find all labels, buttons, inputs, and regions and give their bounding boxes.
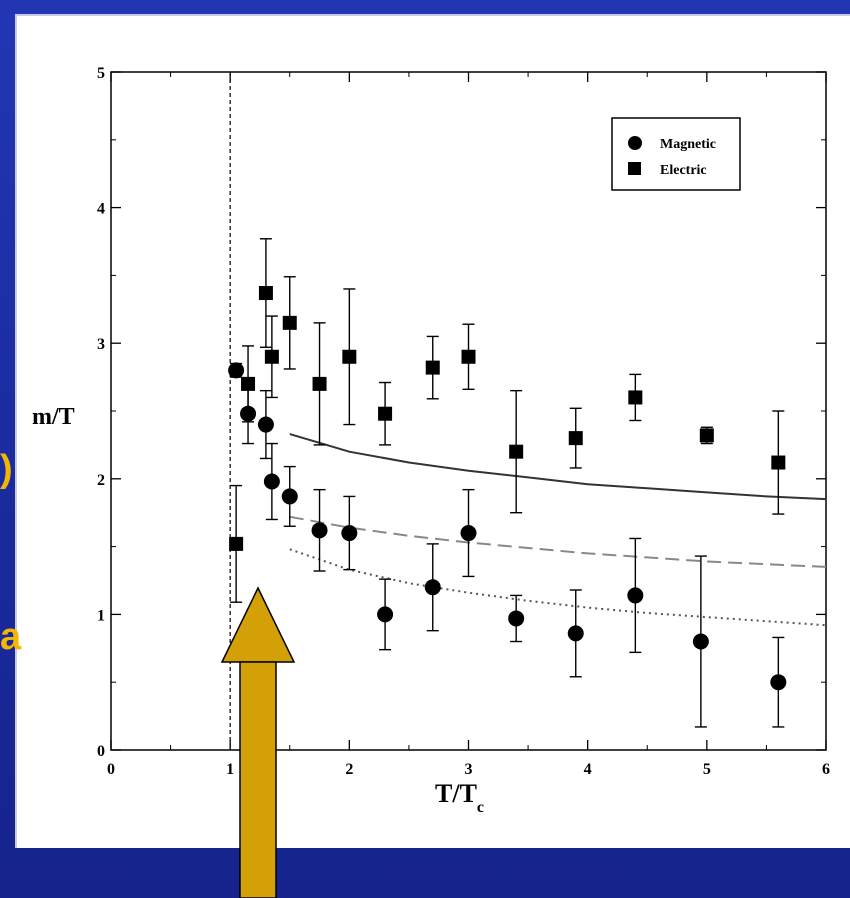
data-point-magnetic (424, 579, 441, 596)
data-point-magnetic (508, 610, 525, 627)
data-point-electric (425, 360, 440, 375)
x-tick-label: 2 (345, 761, 353, 778)
x-tick-label: 0 (107, 761, 115, 778)
legend-label-magnetic: Magnetic (660, 137, 716, 152)
data-point-magnetic (377, 606, 394, 623)
legend-box (611, 117, 741, 191)
legend-label-electric: Electric (660, 163, 707, 178)
fit-curve-dashed (289, 515, 827, 568)
data-point-electric (241, 376, 256, 391)
series-electric (229, 238, 786, 603)
data-point-magnetic (263, 473, 280, 490)
fit-curve-dotted (289, 548, 827, 627)
data-point-electric (509, 444, 524, 459)
data-point-electric (378, 406, 393, 421)
data-point-electric (229, 536, 244, 551)
x-axis-title-main: T/T (435, 779, 477, 808)
fit-curve-solid (289, 433, 827, 501)
slide-text-fragment-paren: ) (0, 448, 13, 490)
legend-marker-magnetic (628, 136, 642, 150)
data-point-electric (264, 349, 279, 364)
x-tick-label: 3 (465, 761, 473, 778)
y-tick-label: 0 (97, 743, 105, 760)
data-point-magnetic (228, 362, 245, 379)
y-tick-label: 1 (97, 607, 105, 624)
data-point-electric (258, 286, 273, 301)
data-point-electric (461, 349, 476, 364)
data-point-magnetic (341, 525, 358, 542)
data-point-electric (699, 428, 714, 443)
series-magnetic (228, 362, 787, 728)
data-point-magnetic (281, 488, 298, 505)
arrow-shaft (239, 661, 277, 898)
y-tick-label: 5 (97, 65, 105, 82)
data-point-magnetic (770, 674, 787, 691)
data-point-magnetic (460, 525, 477, 542)
data-point-magnetic (311, 522, 328, 539)
y-axis-title: m/T (32, 404, 75, 430)
x-tick-label: 5 (703, 761, 711, 778)
x-tick-label: 4 (584, 761, 592, 778)
legend-marker-electric (628, 162, 641, 175)
arrow-head (220, 586, 296, 663)
x-tick-label: 6 (822, 761, 830, 778)
legend: Magnetic Electric (611, 117, 741, 191)
data-point-electric (342, 349, 357, 364)
data-point-electric (628, 390, 643, 405)
data-point-magnetic (627, 587, 644, 604)
y-tick-label: 2 (97, 472, 105, 489)
y-tick-label: 3 (97, 336, 105, 353)
data-point-electric (312, 376, 327, 391)
data-point-electric (282, 315, 297, 330)
y-tick-label: 4 (97, 201, 105, 218)
x-tick-label: 1 (226, 761, 234, 778)
slide-text-fragment-a: a (0, 616, 22, 658)
x-axis-title: T/Tc (435, 779, 484, 816)
data-point-electric (771, 455, 786, 470)
pointer-arrow (220, 586, 296, 898)
data-point-magnetic (257, 416, 274, 433)
plot-area: 0 1 2 3 4 5 6 0 1 2 3 4 5 (97, 65, 830, 778)
x-axis-title-subscript: c (477, 799, 484, 816)
data-point-electric (568, 431, 583, 446)
data-point-magnetic (567, 625, 584, 642)
data-point-magnetic (692, 633, 709, 650)
